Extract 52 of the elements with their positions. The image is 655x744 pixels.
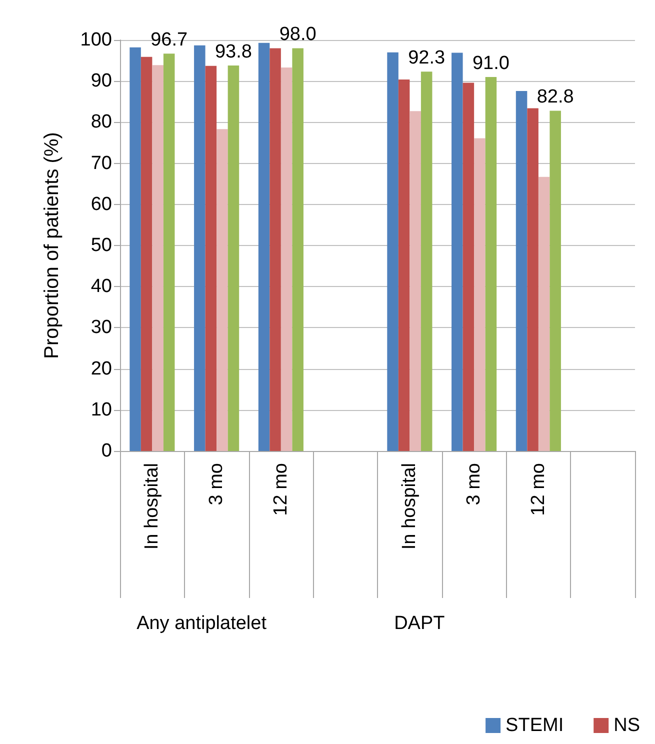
bar	[516, 90, 528, 451]
bar	[270, 48, 281, 451]
y-tick-label: 30	[90, 317, 112, 338]
data-label: 91.0	[472, 52, 510, 74]
y-tick-label: 50	[90, 235, 112, 256]
y-tick-label: 90	[90, 70, 112, 92]
bar	[258, 42, 270, 451]
bar	[216, 129, 228, 451]
bar	[387, 52, 398, 451]
text: Any antiplatelet	[136, 613, 268, 634]
bar	[527, 108, 538, 451]
bar	[228, 65, 240, 451]
bar	[462, 82, 474, 451]
data-label: 96.7	[150, 30, 188, 51]
bar	[485, 76, 497, 451]
data-label: 92.3	[408, 48, 446, 69]
x-tick-label: 3 mo	[464, 463, 485, 506]
bar	[420, 72, 432, 451]
bar	[163, 54, 175, 451]
bar	[410, 111, 421, 451]
bar	[280, 68, 292, 451]
legend-label: STEMI	[506, 715, 564, 736]
bar	[452, 52, 463, 451]
bar	[152, 65, 164, 451]
bar	[538, 176, 550, 451]
y-tick-label: 100	[80, 30, 112, 50]
data-label: 82.8	[536, 86, 574, 108]
bar	[398, 79, 410, 451]
y-tick-label: 0	[101, 440, 112, 462]
x-tick-label: 3 mo	[206, 463, 228, 506]
bar	[130, 47, 141, 451]
bar	[140, 56, 152, 451]
y-tick-label: 10	[90, 399, 112, 420]
text: DAPT	[394, 613, 446, 634]
x-tick-label: In hospital	[142, 463, 163, 550]
y-tick-label: 40	[90, 276, 112, 298]
bar	[205, 66, 217, 451]
data-label: 93.8	[214, 41, 252, 62]
x-tick-label: 12 mo	[270, 463, 292, 516]
bar	[292, 48, 304, 451]
bar	[194, 45, 206, 451]
y-tick-label: 80	[90, 112, 112, 133]
bar	[474, 138, 486, 451]
x-tick-label: In hospital	[399, 463, 420, 550]
y-tick-label: 20	[90, 358, 112, 380]
legend-label: NS	[614, 715, 640, 736]
y-tick-label: 60	[90, 194, 112, 215]
y-axis-title: Proportion of patients (%)	[41, 132, 63, 359]
x-tick-label: 12 mo	[528, 463, 549, 516]
y-tick-label: 70	[90, 152, 112, 174]
data-label: 98.0	[279, 24, 316, 46]
bar	[550, 110, 561, 451]
